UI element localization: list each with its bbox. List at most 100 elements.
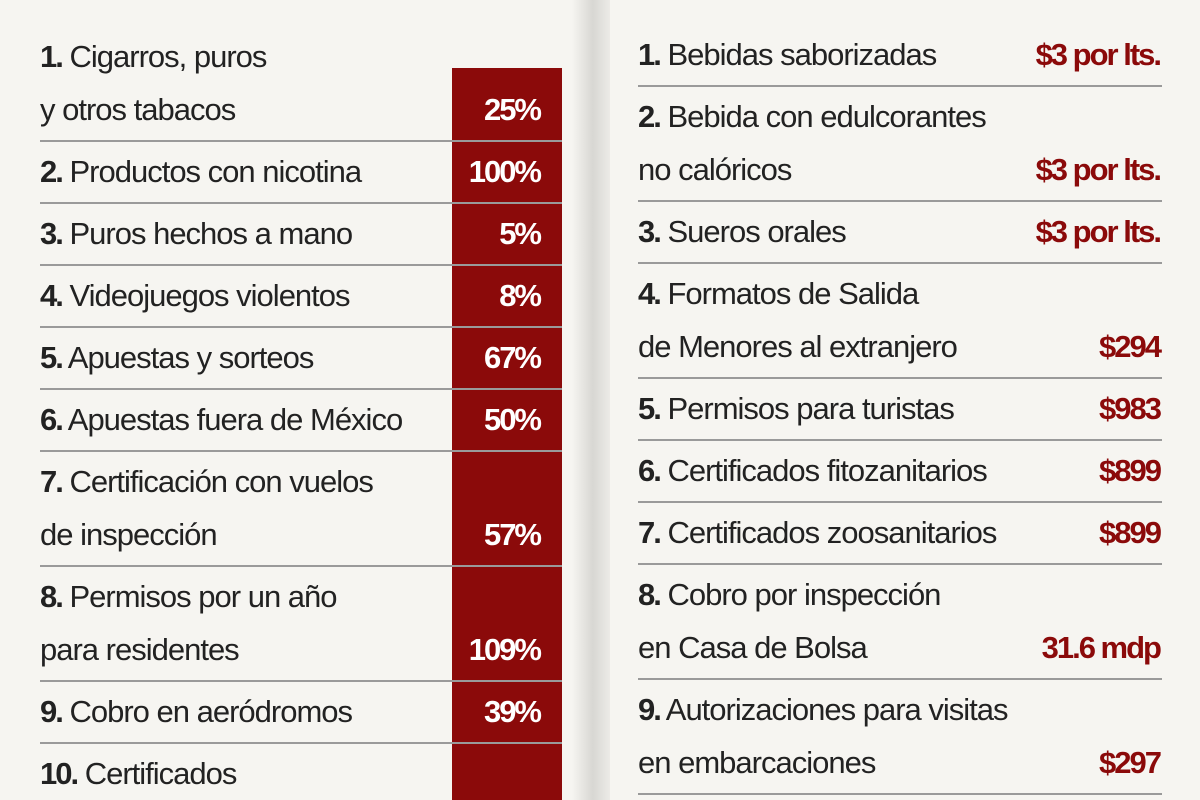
item-number: 9. bbox=[40, 693, 64, 729]
item-text: Cigarros, puros bbox=[69, 38, 267, 74]
item-value: $297 bbox=[1099, 744, 1162, 780]
item-text: Certificados fitozanitarios bbox=[667, 452, 987, 488]
row-separator bbox=[638, 793, 1162, 795]
item-line: 9. Autorizaciones para visitas bbox=[638, 690, 1008, 730]
row-separator bbox=[638, 678, 1162, 680]
item-text: Sueros orales bbox=[667, 213, 846, 249]
item-number: 5. bbox=[638, 390, 662, 426]
item-text: en Casa de Bolsa bbox=[638, 629, 868, 665]
item-text: no calóricos bbox=[638, 151, 792, 187]
item-value: $294 bbox=[1099, 328, 1162, 364]
item-line: 3. Sueros orales bbox=[638, 212, 847, 252]
item-value: $3 por lts. bbox=[1035, 151, 1162, 187]
item-number: 10. bbox=[40, 755, 79, 791]
item-text: Apuestas fuera de México bbox=[67, 401, 403, 437]
row-separator bbox=[40, 264, 562, 266]
item-text: Permisos para turistas bbox=[667, 390, 954, 426]
item-line: 9. Cobro en aeródromos bbox=[40, 692, 353, 732]
item-line: 2. Productos con nicotina bbox=[40, 152, 362, 192]
item-number: 6. bbox=[638, 452, 662, 488]
item-number: 1. bbox=[638, 36, 662, 72]
item-text: Bebida con edulcorantes bbox=[667, 98, 986, 134]
item-value: $983 bbox=[1099, 390, 1162, 426]
item-text: Formatos de Salida bbox=[667, 275, 919, 311]
item-line: no calóricos bbox=[638, 150, 792, 190]
row-separator bbox=[638, 563, 1162, 565]
item-line: 6. Apuestas fuera de México bbox=[40, 400, 403, 440]
item-line: 5. Apuestas y sorteos bbox=[40, 338, 315, 378]
row-separator bbox=[638, 377, 1162, 379]
item-value: 50% bbox=[483, 401, 542, 437]
item-line: 1. Bebidas saborizadas bbox=[638, 35, 937, 75]
item-value: $899 bbox=[1099, 452, 1162, 488]
item-value: 31.6 mdp bbox=[1041, 629, 1162, 665]
item-value: 5% bbox=[499, 215, 542, 251]
item-number: 6. bbox=[40, 401, 64, 437]
item-number: 1. bbox=[40, 38, 64, 74]
item-number: 4. bbox=[40, 277, 64, 313]
item-text: Cobro en aeródromos bbox=[69, 693, 353, 729]
item-text: Certificados bbox=[84, 755, 238, 791]
item-line: para residentes bbox=[40, 630, 240, 670]
item-text: Certificados zoosanitarios bbox=[667, 514, 997, 550]
item-number: 2. bbox=[40, 153, 64, 189]
row-separator bbox=[638, 439, 1162, 441]
item-number: 9. bbox=[638, 691, 662, 727]
item-line: 7. Certificación con vuelos bbox=[40, 462, 374, 502]
item-line: 6. Certificados fitozanitarios bbox=[638, 451, 988, 491]
item-line: 1. Cigarros, puros bbox=[40, 37, 267, 77]
red-column bbox=[452, 68, 562, 800]
item-text: Autorizaciones para visitas bbox=[665, 691, 1009, 727]
item-value: 57% bbox=[483, 516, 542, 552]
item-line: de inspección bbox=[40, 515, 218, 555]
item-text: Cobro por inspección bbox=[667, 576, 941, 612]
item-text: Certificación con vuelos bbox=[69, 463, 373, 499]
item-value: $3 por lts. bbox=[1035, 36, 1162, 72]
item-text: para residentes bbox=[40, 631, 240, 667]
item-number: 7. bbox=[40, 463, 64, 499]
item-line: 8. Cobro por inspección bbox=[638, 575, 941, 615]
item-line: 5. Permisos para turistas bbox=[638, 389, 955, 429]
row-separator bbox=[40, 450, 562, 452]
item-number: 5. bbox=[40, 339, 64, 375]
row-separator bbox=[40, 742, 562, 744]
row-separator bbox=[40, 202, 562, 204]
row-separator bbox=[40, 140, 562, 142]
row-separator bbox=[40, 326, 562, 328]
item-number: 4. bbox=[638, 275, 662, 311]
row-separator bbox=[638, 501, 1162, 503]
row-separator bbox=[40, 680, 562, 682]
item-line: en embarcaciones bbox=[638, 743, 876, 783]
item-value: $899 bbox=[1099, 514, 1162, 550]
item-line: 10. Certificados bbox=[40, 754, 238, 794]
item-text: de Menores al extranjero bbox=[638, 328, 958, 364]
item-value: 67% bbox=[483, 339, 542, 375]
item-line: en Casa de Bolsa bbox=[638, 628, 868, 668]
item-text: y otros tabacos bbox=[40, 91, 236, 127]
item-text: Apuestas y sorteos bbox=[67, 339, 315, 375]
row-separator bbox=[638, 85, 1162, 87]
item-number: 8. bbox=[40, 578, 64, 614]
item-line: 4. Formatos de Salida bbox=[638, 274, 919, 314]
item-number: 8. bbox=[638, 576, 662, 612]
item-number: 2. bbox=[638, 98, 662, 134]
item-line: y otros tabacos bbox=[40, 90, 236, 130]
item-line: 8. Permisos por un año bbox=[40, 577, 338, 617]
item-line: 4. Videojuegos violentos bbox=[40, 276, 351, 316]
item-number: 3. bbox=[40, 215, 64, 251]
item-value: 8% bbox=[499, 277, 542, 313]
item-number: 7. bbox=[638, 514, 662, 550]
row-separator bbox=[40, 388, 562, 390]
item-text: Bebidas saborizadas bbox=[667, 36, 937, 72]
item-value: 109% bbox=[468, 631, 542, 667]
item-text: Permisos por un año bbox=[69, 578, 337, 614]
item-line: de Menores al extranjero bbox=[638, 327, 958, 367]
item-text: Videojuegos violentos bbox=[69, 277, 350, 313]
row-separator bbox=[638, 200, 1162, 202]
item-value: 25% bbox=[483, 91, 542, 127]
row-separator bbox=[638, 262, 1162, 264]
item-text: Puros hechos a mano bbox=[69, 215, 353, 251]
item-line: 7. Certificados zoosanitarios bbox=[638, 513, 997, 553]
row-separator bbox=[40, 565, 562, 567]
